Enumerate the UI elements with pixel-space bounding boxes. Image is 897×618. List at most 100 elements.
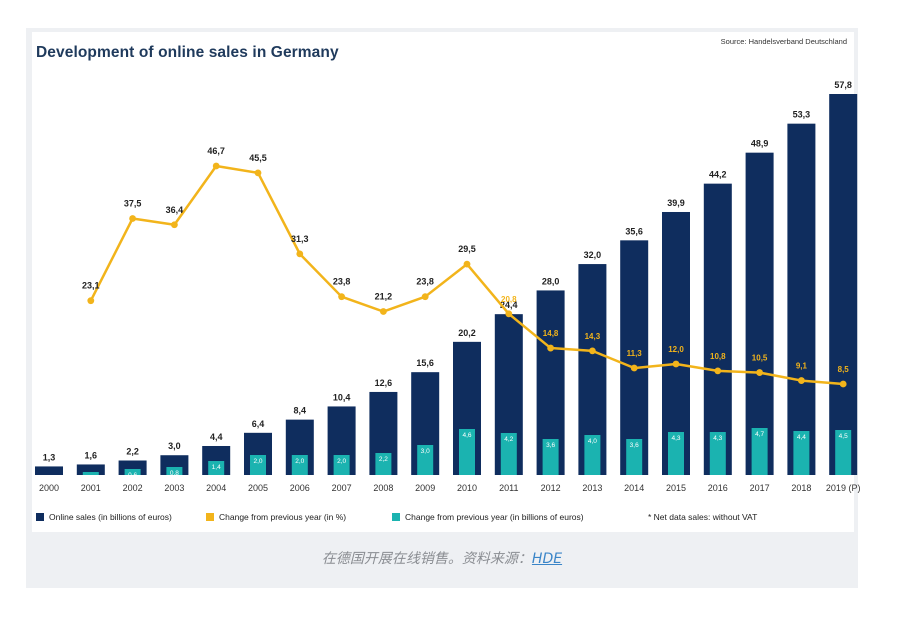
pct-change-label: 45,5 — [249, 153, 267, 163]
change-euros-bar — [333, 455, 350, 475]
sales-value-label: 1,6 — [85, 450, 98, 460]
pct-change-label: 23,1 — [82, 281, 100, 291]
pct-change-point — [338, 293, 345, 301]
change-euros-label: 2,0 — [295, 458, 304, 465]
sales-bar — [620, 240, 649, 475]
sales-value-label: 1,3 — [43, 452, 56, 462]
pct-change-point — [756, 369, 763, 376]
pct-change-point — [212, 162, 220, 170]
pct-change-point — [129, 215, 137, 222]
change-euros-label: 4,7 — [755, 431, 764, 438]
change-euros-label: 3,6 — [546, 442, 555, 449]
change-euros-bar — [166, 467, 183, 475]
chart-title: Development of online sales in Germany — [36, 44, 339, 61]
sales-value-label: 3,0 — [168, 441, 181, 451]
change-euros-bar — [291, 455, 308, 475]
x-tick-label: 2019 (P) — [826, 483, 861, 493]
pct-change-label: 31,3 — [291, 234, 309, 244]
x-tick-label: 2009 — [415, 483, 435, 493]
pct-change-label: 10,8 — [710, 352, 726, 361]
pct-change-point — [380, 308, 387, 315]
pct-change-label: 23,8 — [333, 277, 351, 287]
pct-change-point — [547, 344, 554, 352]
x-tick-label: 2002 — [123, 483, 143, 493]
caption-text: 在德国开展在线销售。资料来源： — [321, 551, 532, 567]
image-caption: 在德国开展在线销售。资料来源：HDE — [26, 548, 858, 568]
legend-note-text: * Net data sales: without VAT — [648, 512, 758, 522]
x-tick-label: 2001 — [81, 483, 101, 493]
sales-value-label: 8,4 — [294, 406, 307, 416]
pct-change-label: 10,5 — [752, 354, 768, 363]
pct-change-label: 29,5 — [458, 244, 476, 254]
x-tick-label: 2014 — [624, 483, 644, 493]
change-euros-bar — [542, 439, 559, 475]
pct-change-point — [421, 293, 429, 301]
pct-change-point — [589, 347, 596, 355]
pct-change-label: 14,8 — [543, 329, 559, 338]
x-tick-label: 2008 — [373, 483, 393, 493]
x-tick-label: 2004 — [206, 483, 226, 493]
sales-value-label: 48,9 — [751, 139, 769, 149]
sales-value-label: 4,4 — [210, 432, 223, 442]
pct-change-label: 21,2 — [375, 292, 393, 302]
pct-change-label: 11,3 — [627, 349, 643, 358]
change-euros-bar — [584, 435, 601, 475]
x-tick-label: 2018 — [791, 483, 811, 493]
legend-note: * Net data sales: without VAT — [648, 512, 757, 522]
change-euros-label: 3,0 — [421, 448, 430, 455]
change-euros-label: 4,3 — [713, 435, 722, 442]
legend-swatch-pct-change — [206, 513, 214, 521]
x-tick-label: 2010 — [457, 483, 477, 493]
caption-source-link[interactable]: HDE — [531, 551, 563, 567]
sales-bar — [76, 464, 105, 475]
pct-change-point — [463, 260, 471, 268]
x-tick-label: 2005 — [248, 483, 268, 493]
change-euros-bar — [668, 432, 684, 475]
pct-change-point — [296, 250, 304, 258]
pct-change-label: 46,7 — [207, 146, 225, 156]
x-tick-label: 2006 — [290, 483, 310, 493]
change-euros-label: 4,5 — [839, 433, 848, 440]
change-euros-bar — [500, 433, 517, 475]
change-euros-label: 0,6 — [128, 472, 137, 479]
sales-value-label: 20,2 — [458, 328, 476, 338]
x-tick-label: 2013 — [582, 483, 602, 493]
legend-swatch-change-euros — [392, 513, 400, 521]
sales-value-label: 15,6 — [416, 358, 434, 368]
x-tick-label: 2007 — [332, 483, 352, 493]
sales-bar — [745, 152, 774, 476]
change-euros-bar — [417, 445, 434, 475]
pct-change-point — [714, 367, 722, 375]
x-tick-label: 2017 — [750, 483, 770, 493]
change-euros-label: 2,0 — [253, 458, 262, 465]
change-euros-bar — [124, 469, 141, 475]
change-euros-label: 4,0 — [588, 438, 597, 445]
pct-change-label: 12,0 — [668, 345, 684, 354]
sales-bar — [787, 123, 816, 475]
sales-bar — [829, 94, 858, 475]
change-euros-bar — [375, 453, 392, 475]
x-tick-label: 2011 — [499, 483, 518, 493]
change-euros-label: 0,8 — [170, 470, 179, 477]
pct-change-label: 20,8 — [501, 295, 517, 304]
legend-label-change-euros: Change from previous year (in billions o… — [405, 512, 584, 522]
change-euros-bar — [82, 472, 99, 475]
chart-source: Source: Handelsverband Deutschland — [720, 37, 847, 46]
change-euros-bar — [250, 455, 266, 475]
x-tick-label: 2012 — [541, 483, 561, 493]
change-euros-label: 1,4 — [212, 464, 221, 471]
pct-change-point — [87, 297, 95, 305]
pct-change-label: 14,3 — [585, 332, 601, 341]
change-euros-label: 2,2 — [379, 456, 388, 463]
change-euros-label: 4,6 — [462, 432, 471, 439]
sales-value-label: 35,6 — [625, 226, 643, 236]
sales-value-label: 39,9 — [667, 198, 685, 208]
change-euros-bar — [208, 461, 225, 475]
change-euros-label: 0,3 — [86, 475, 95, 482]
x-tick-label: 2000 — [39, 483, 59, 493]
change-euros-label: 3,6 — [630, 442, 639, 449]
change-euros-bar — [793, 431, 810, 475]
pct-change-point — [672, 360, 680, 368]
legend-item-online-sales: Online sales (in billions of euros) — [36, 512, 172, 522]
